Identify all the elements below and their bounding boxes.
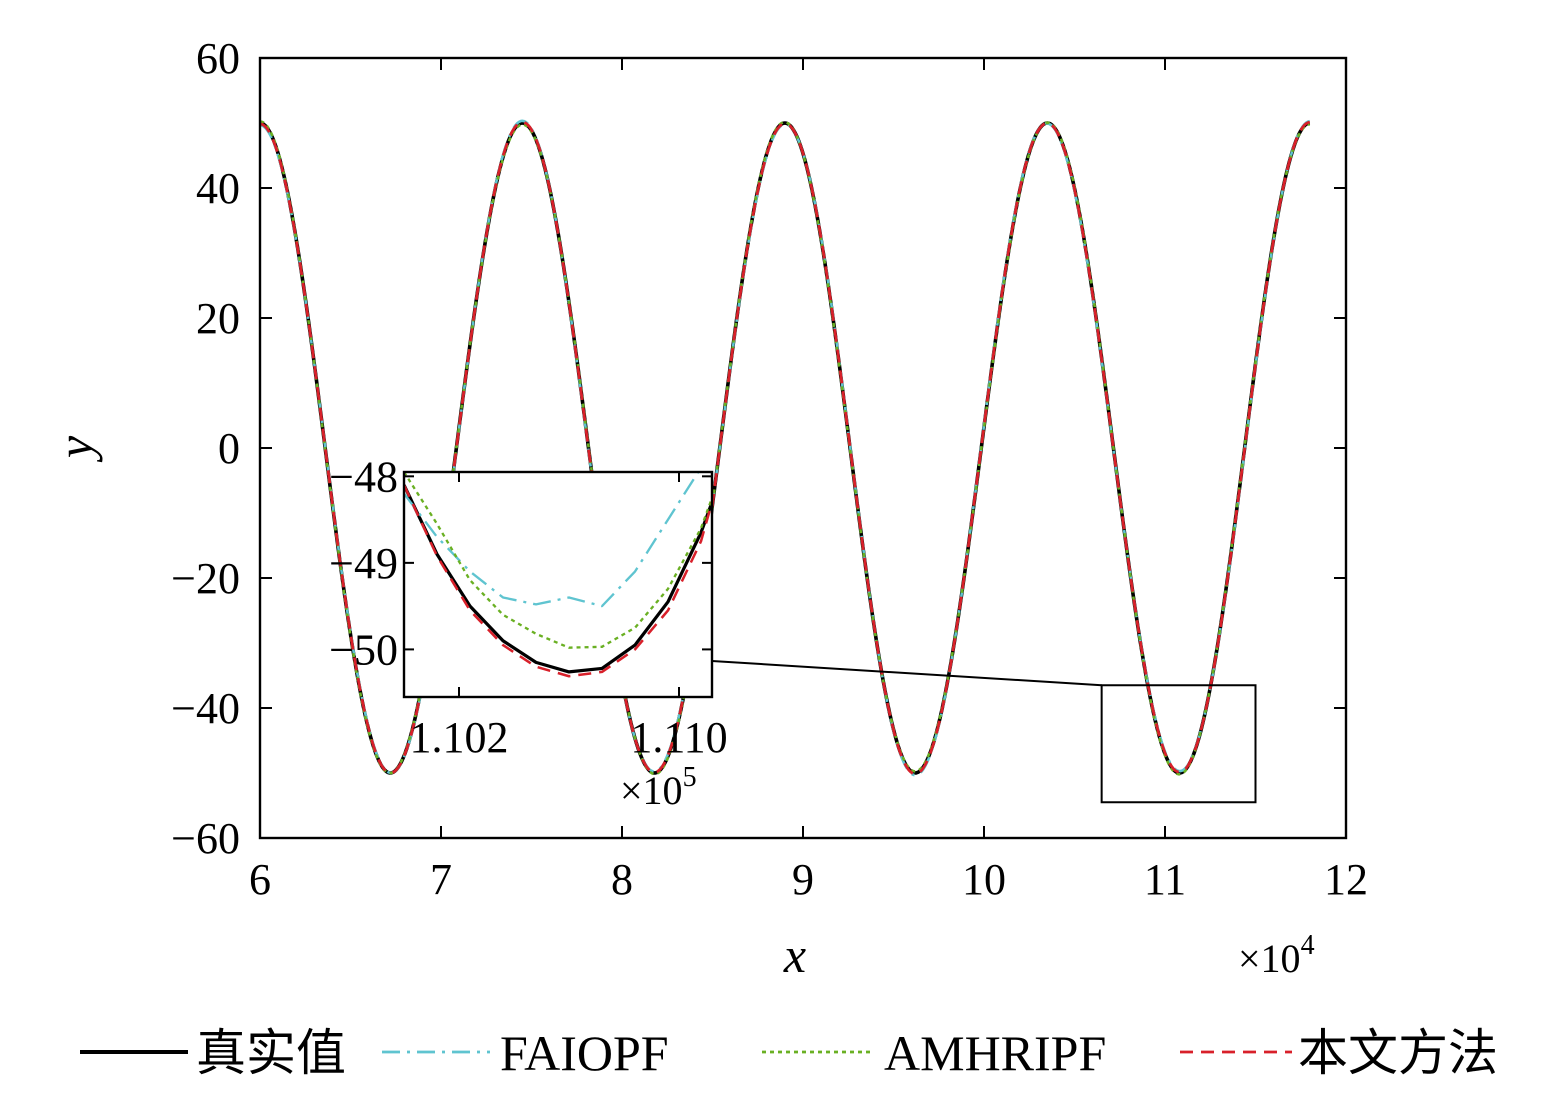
inset-x-multiplier-base: ×10	[620, 768, 683, 813]
y-tick-label: −40	[171, 684, 240, 733]
legend-label: AMHRIPF	[884, 1025, 1106, 1081]
legend-label: 真实值	[196, 1025, 346, 1081]
inset-tick-labels: 1.102 1.110 −48 −49 −50	[329, 452, 728, 762]
inset-y-tick-label: −49	[329, 539, 398, 588]
main-ticks	[259, 57, 1347, 839]
x-tick-label: 11	[1144, 855, 1186, 904]
inset-background	[404, 472, 712, 697]
y-tick-label: −20	[171, 554, 240, 603]
legend-item-1: FAIOPF	[382, 1025, 669, 1081]
inset-y-tick-label: −50	[329, 625, 398, 674]
y-tick-label: 60	[196, 34, 240, 83]
legend: 真实值 FAIOPF AMHRIPF 本文方法	[80, 1025, 1498, 1081]
legend-label: 本文方法	[1298, 1025, 1498, 1081]
legend-item-2: AMHRIPF	[762, 1025, 1106, 1081]
inset-ticks	[404, 472, 712, 697]
inset-x-multiplier: ×105	[620, 762, 697, 813]
x-axis-multiplier: ×104	[1238, 930, 1315, 981]
legend-label: FAIOPF	[500, 1025, 669, 1081]
inset-frame	[402, 470, 714, 699]
x-axis-multiplier-base: ×10	[1238, 936, 1301, 981]
x-tick-label: 9	[792, 855, 814, 904]
inset-series-line-1	[404, 472, 700, 608]
x-tick-label: 7	[430, 855, 452, 904]
legend-item-0: 真实值	[80, 1025, 346, 1081]
y-tick-label: −60	[171, 814, 240, 863]
x-tick-label: 10	[962, 855, 1006, 904]
inset-y-tick-label: −48	[329, 452, 398, 501]
inset-series-line-3	[404, 484, 712, 678]
y-tick-label: 0	[218, 424, 240, 473]
legend-item-3: 本文方法	[1180, 1025, 1498, 1081]
inset-series-line-2	[404, 472, 712, 649]
inset-series-layer	[404, 472, 712, 678]
x-tick-label: 6	[249, 855, 271, 904]
inset-x-multiplier-exponent: 5	[683, 762, 697, 793]
zoom-region-box	[1100, 684, 1257, 804]
inset-x-tick-label: 1.110	[630, 713, 727, 762]
y-tick-label: 20	[196, 294, 240, 343]
x-tick-label: 8	[611, 855, 633, 904]
x-axis-multiplier-exponent: 4	[1301, 930, 1315, 961]
inset-x-tick-label: 1.102	[410, 713, 509, 762]
x-tick-label: 12	[1324, 855, 1368, 904]
y-tick-label: 40	[196, 164, 240, 213]
zoom-connector-line	[711, 660, 1102, 687]
x-axis-title: x	[783, 927, 806, 983]
main-tick-labels: 6 7 8 9 10 11 12 60 40 20 0 −20 −40 −60	[171, 34, 1368, 904]
inset-series-line-0	[404, 484, 712, 674]
y-axis-title: y	[47, 435, 103, 463]
